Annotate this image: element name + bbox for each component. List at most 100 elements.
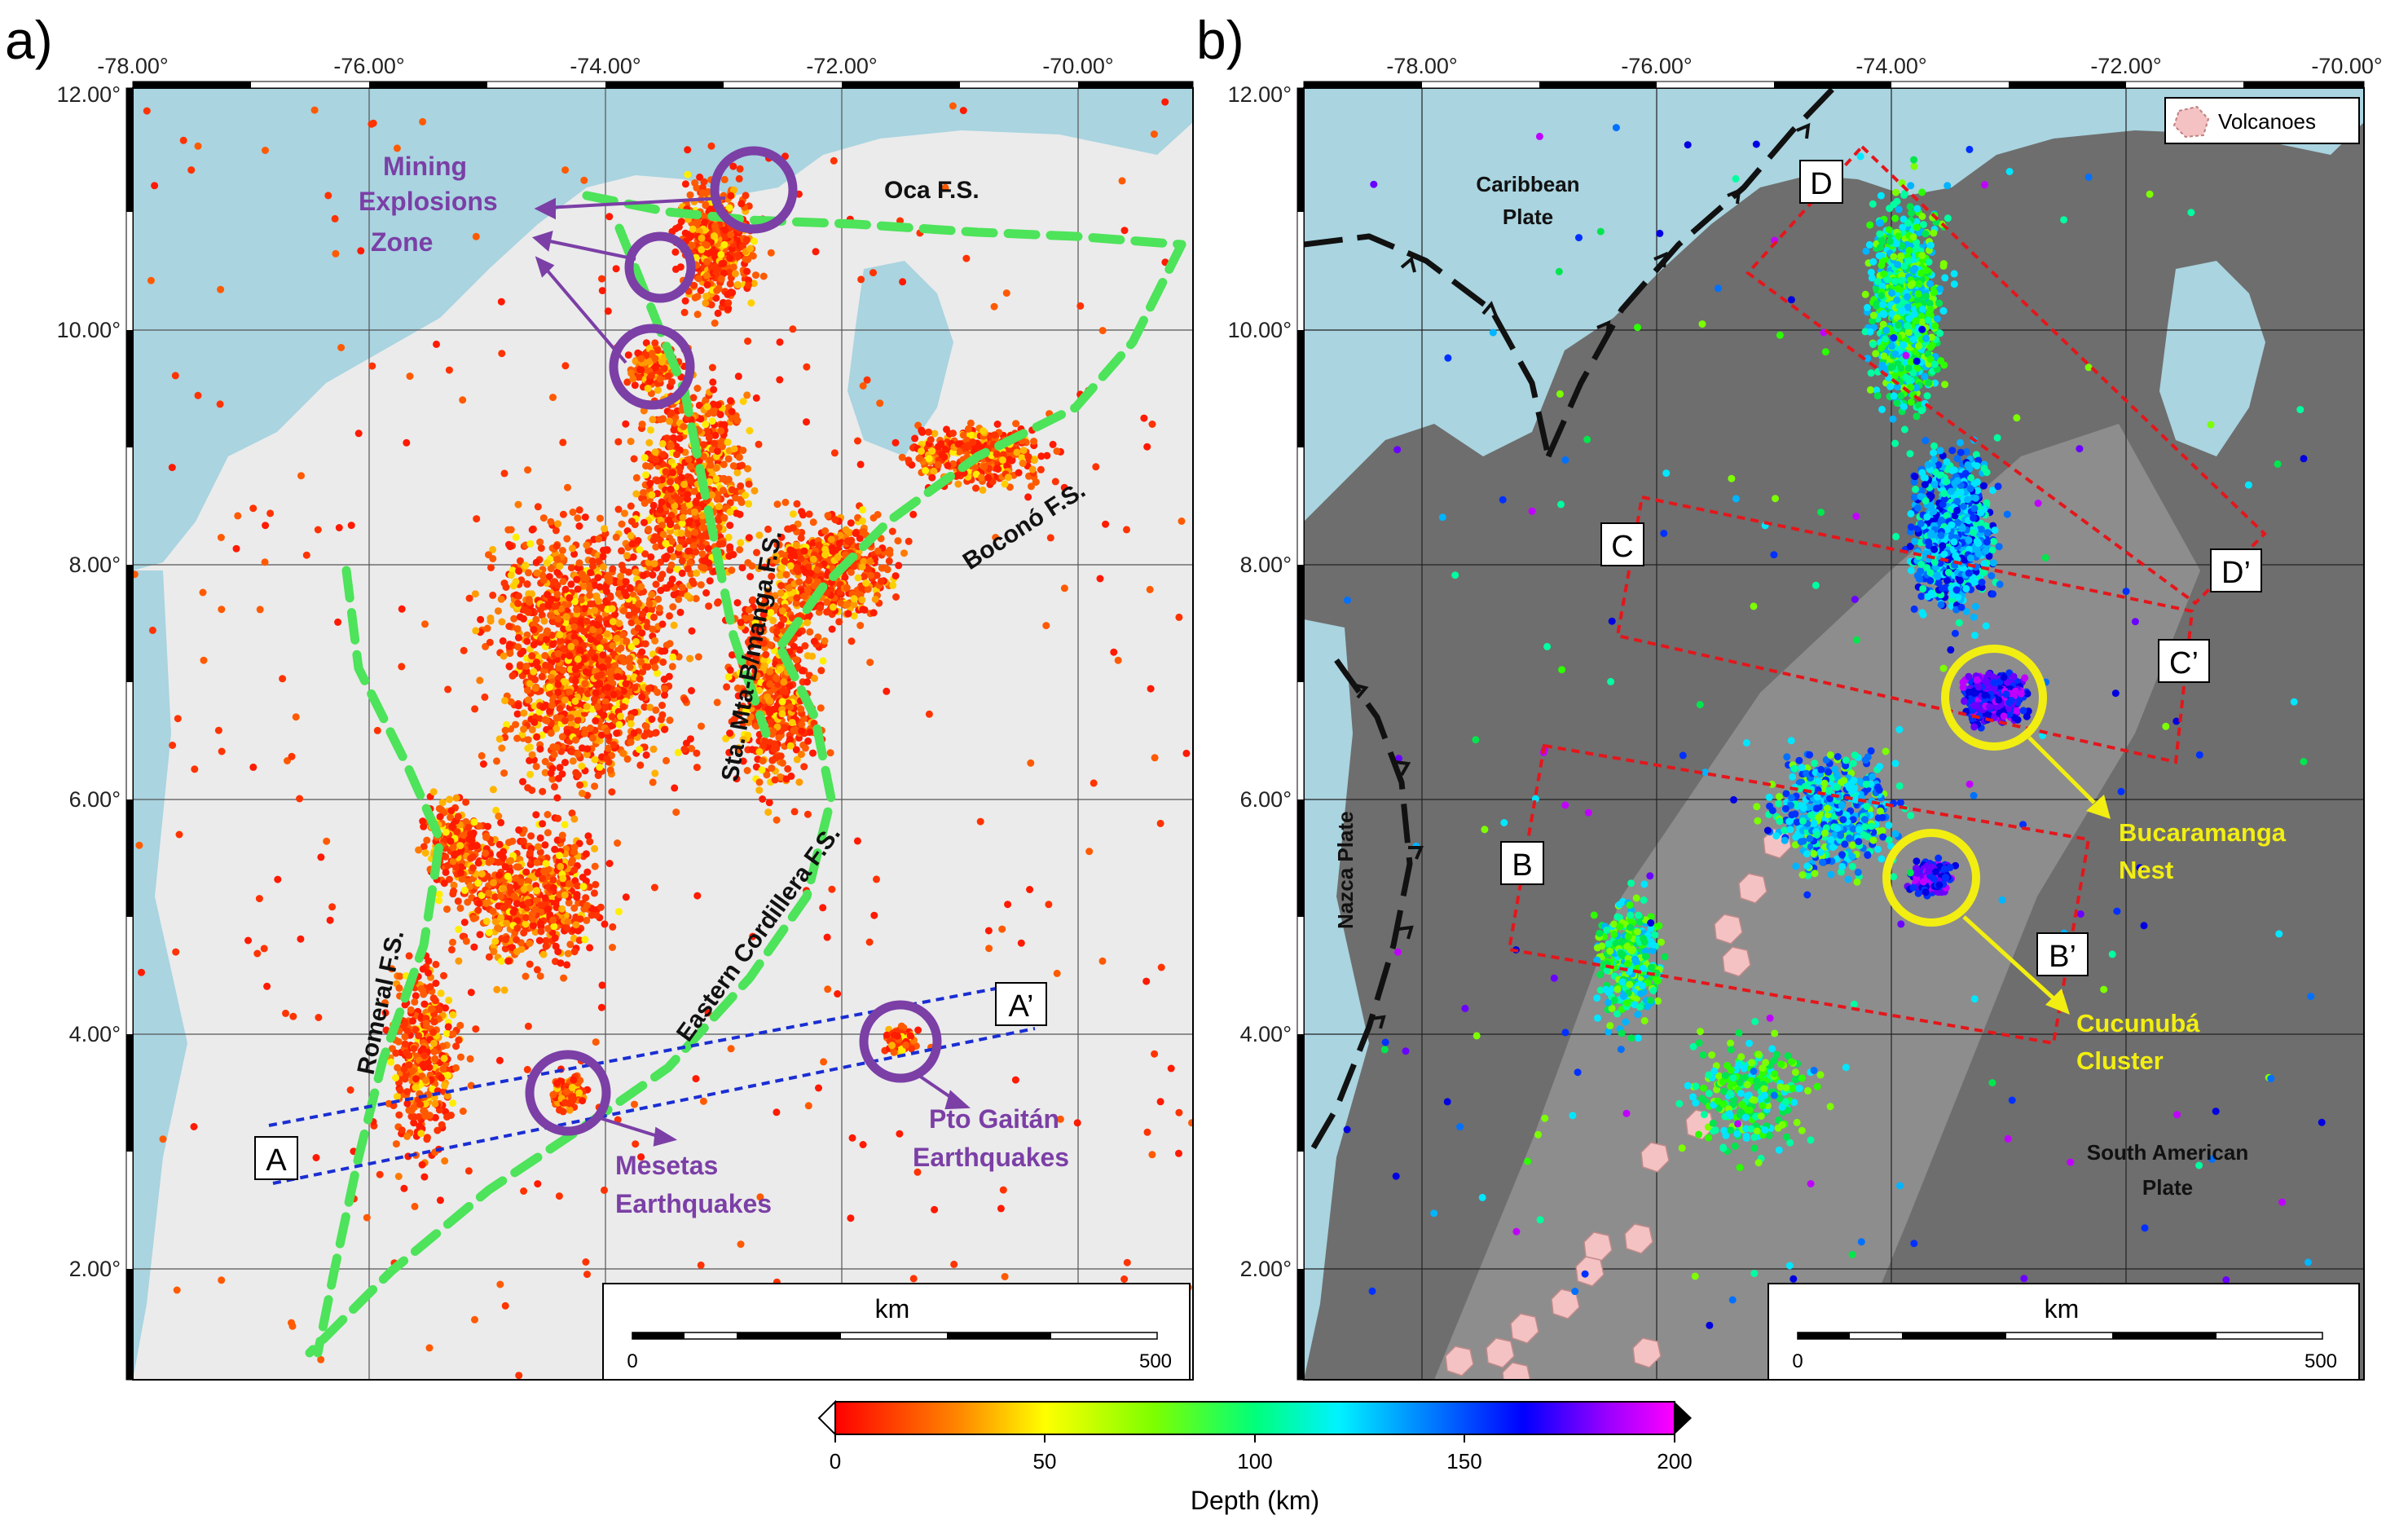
earthquake-point bbox=[561, 716, 569, 725]
earthquake-point bbox=[685, 456, 693, 464]
earthquake-point bbox=[709, 378, 717, 386]
earthquake-point bbox=[773, 500, 781, 509]
earthquake-point bbox=[799, 511, 807, 519]
earthquake-point bbox=[572, 921, 580, 929]
earthquake-point bbox=[613, 729, 621, 738]
earthquake-point bbox=[640, 571, 648, 579]
earthquake-point bbox=[578, 790, 586, 797]
earthquake-point bbox=[622, 578, 630, 586]
earthquake-point bbox=[443, 905, 451, 914]
earthquake-point bbox=[733, 280, 742, 289]
earthquake-point bbox=[583, 916, 591, 924]
earthquake-point bbox=[539, 514, 548, 522]
earthquake-point bbox=[892, 593, 900, 601]
earthquake-point bbox=[471, 705, 479, 713]
earthquake-point bbox=[542, 936, 550, 945]
earthquake-point bbox=[752, 763, 760, 771]
earthquake-point bbox=[792, 656, 800, 664]
earthquake-point bbox=[651, 448, 659, 456]
earthquake-point bbox=[1024, 493, 1032, 501]
earthquake-point bbox=[964, 425, 972, 433]
earthquake-point bbox=[603, 619, 611, 628]
earthquake-point bbox=[505, 623, 513, 630]
earthquake-point bbox=[592, 689, 600, 697]
earthquake-point bbox=[676, 434, 684, 443]
earthquake-point bbox=[500, 769, 508, 777]
earthquake-point bbox=[623, 637, 631, 645]
earthquake-point bbox=[456, 904, 464, 912]
earthquake-point bbox=[569, 509, 577, 516]
earthquake-point bbox=[795, 645, 803, 654]
earthquake-point bbox=[614, 672, 622, 681]
earthquake-point bbox=[602, 642, 610, 650]
earthquake-point bbox=[713, 698, 721, 707]
earthquake-point bbox=[726, 666, 734, 674]
earthquake-point bbox=[1024, 453, 1032, 460]
earthquake-point bbox=[831, 516, 839, 524]
earthquake-point bbox=[729, 263, 737, 271]
earthquake-point bbox=[700, 557, 708, 565]
earthquake-point bbox=[567, 720, 575, 729]
earthquake-point bbox=[431, 1099, 439, 1108]
earthquake-point bbox=[543, 716, 551, 725]
earthquake-point bbox=[676, 608, 685, 616]
earthquake-point bbox=[449, 938, 456, 946]
earthquake-point bbox=[670, 621, 678, 629]
earthquake-point bbox=[918, 447, 925, 456]
earthquake-point bbox=[737, 200, 746, 208]
earthquake-point bbox=[396, 1086, 404, 1095]
earthquake-point bbox=[651, 729, 659, 737]
earthquake-point bbox=[561, 821, 569, 829]
earthquake-point bbox=[505, 663, 513, 671]
earthquake-point bbox=[726, 254, 734, 262]
earthquake-point bbox=[599, 553, 607, 561]
earthquake-point bbox=[701, 218, 709, 227]
earthquake-point bbox=[558, 905, 566, 913]
earthquake-point bbox=[777, 589, 785, 597]
earthquake-point bbox=[590, 695, 598, 703]
earthquake-point bbox=[693, 385, 702, 392]
earthquake-point bbox=[797, 705, 805, 713]
earthquake-point bbox=[641, 550, 649, 558]
earthquake-point bbox=[928, 473, 936, 482]
earthquake-point bbox=[823, 598, 831, 606]
earthquake-point bbox=[566, 688, 574, 696]
earthquake-point bbox=[540, 617, 548, 625]
earthquake-point bbox=[928, 447, 936, 455]
earthquake-point bbox=[507, 698, 515, 706]
earthquake-point bbox=[524, 696, 532, 704]
earthquake-point bbox=[601, 920, 609, 928]
earthquake-point bbox=[632, 568, 640, 576]
earthquake-point bbox=[496, 892, 504, 901]
earthquake-point bbox=[641, 640, 649, 648]
earthquake-point bbox=[392, 1074, 399, 1081]
earthquake-point bbox=[501, 726, 509, 734]
earthquake-point bbox=[739, 398, 747, 405]
earthquake-point bbox=[603, 630, 611, 638]
earthquake-point bbox=[470, 943, 478, 951]
earthquake-point bbox=[807, 570, 815, 577]
earthquake-point bbox=[911, 434, 919, 443]
earthquake-point bbox=[675, 595, 683, 603]
earthquake-point bbox=[553, 555, 561, 563]
earthquake-point bbox=[726, 543, 734, 551]
earthquake-point bbox=[866, 557, 874, 566]
earthquake-point bbox=[516, 557, 524, 565]
earthquake-point bbox=[619, 687, 627, 695]
earthquake-point bbox=[864, 585, 872, 593]
earthquake-point bbox=[541, 758, 549, 765]
earthquake-point bbox=[1019, 460, 1027, 467]
earthquake-point bbox=[536, 745, 544, 753]
earthquake-point bbox=[720, 240, 729, 249]
earthquake-point bbox=[742, 491, 750, 500]
earthquake-point bbox=[671, 248, 680, 256]
earthquake-point bbox=[809, 555, 817, 563]
earthquake-point bbox=[544, 829, 552, 837]
earthquake-point bbox=[979, 486, 987, 494]
earthquake-point bbox=[474, 879, 482, 888]
earthquake-point bbox=[632, 490, 641, 498]
earthquake-point bbox=[570, 866, 579, 874]
earthquake-point bbox=[891, 438, 900, 447]
earthquake-point bbox=[533, 887, 540, 895]
earthquake-point bbox=[694, 275, 702, 283]
